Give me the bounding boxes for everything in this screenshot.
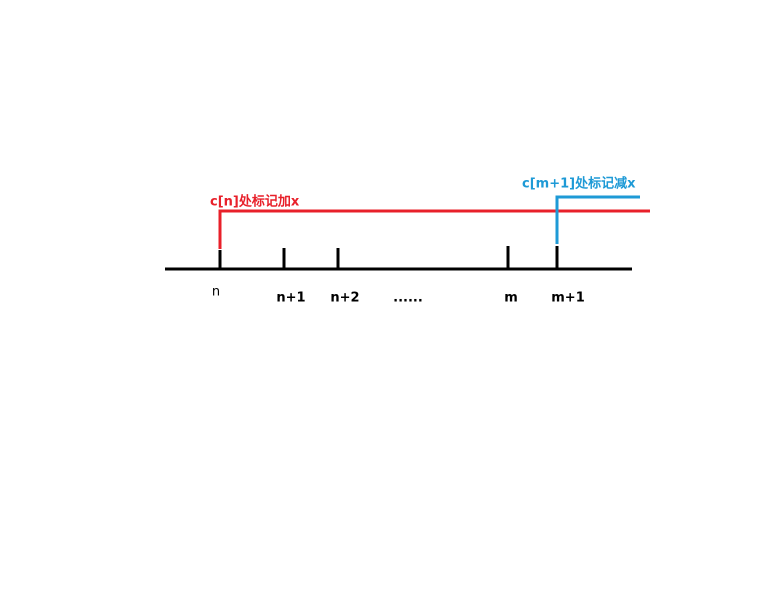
red-marker-line bbox=[218, 209, 650, 249]
tick-label: n+1 bbox=[276, 291, 305, 306]
tick-label: ...... bbox=[393, 291, 423, 306]
tick-label: m bbox=[504, 291, 518, 306]
red-annotation: c[n]处标记加x bbox=[210, 194, 300, 210]
tick-label: n bbox=[212, 285, 220, 300]
blue-marker-line bbox=[555, 195, 640, 244]
tick-label: n+2 bbox=[330, 291, 359, 306]
tick-label: m+1 bbox=[551, 291, 584, 306]
blue-annotation: c[m+1]处标记减x bbox=[522, 176, 636, 192]
